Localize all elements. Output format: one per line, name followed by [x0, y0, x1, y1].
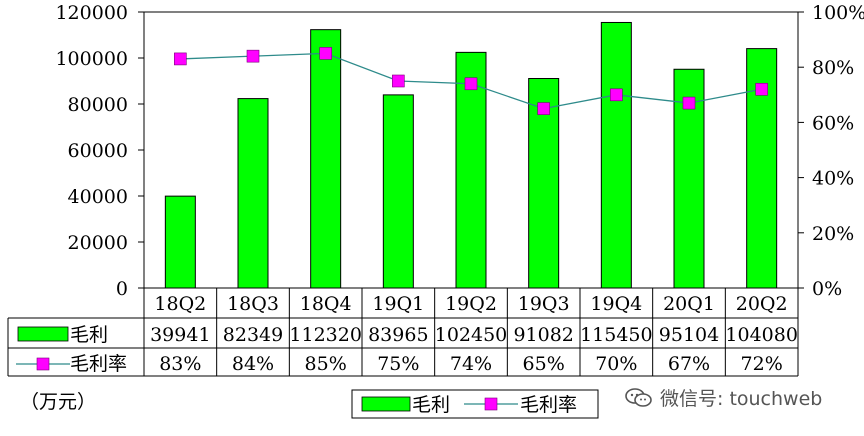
category-label: 19Q3 [518, 293, 570, 315]
y-left-tick-label: 120000 [55, 2, 128, 24]
legend-label: 毛利率 [520, 394, 577, 416]
category-label: 20Q2 [736, 293, 788, 315]
table-value: 95104 [659, 324, 719, 346]
y-left-tick-label: 20000 [68, 232, 128, 254]
y-left-tick-label: 40000 [68, 186, 128, 208]
table-row-label: 毛利 [70, 324, 108, 346]
table-value: 83965 [368, 324, 428, 346]
table-value: 115450 [580, 324, 653, 346]
rate-marker-19Q4 [610, 88, 623, 102]
table-value: 91082 [513, 324, 573, 346]
rate-marker-19Q2 [464, 77, 478, 91]
table-value: 74% [450, 353, 492, 375]
y-right-tick-label: 20% [812, 223, 854, 245]
rate-marker-18Q4 [319, 47, 332, 60]
table-value: 75% [377, 353, 419, 375]
bar-19Q4 [600, 21, 632, 289]
legend-marker-swatch [484, 397, 498, 411]
category-label: 18Q2 [154, 293, 206, 315]
table-row-label: 毛利率 [70, 353, 127, 375]
rate-marker-19Q3 [537, 102, 550, 115]
bar-18Q4 [310, 29, 342, 289]
rate-marker-19Q1 [392, 74, 405, 88]
y-right-tick-label: 80% [812, 57, 854, 79]
table-value: 83% [159, 353, 201, 375]
table-value: 102450 [435, 324, 508, 346]
table-value: 72% [741, 353, 783, 375]
bar-19Q2 [455, 51, 487, 289]
legend-bar-swatch [361, 396, 411, 412]
table-value: 84% [232, 353, 274, 375]
y-left-tick-label: 100000 [55, 48, 128, 70]
table-value: 67% [668, 353, 710, 375]
rate-marker-20Q2 [755, 82, 768, 96]
table-legend-bar-swatch [17, 326, 69, 342]
category-label: 18Q3 [227, 293, 279, 315]
category-label: 20Q1 [663, 293, 715, 315]
wechat-icon [625, 387, 652, 407]
table-value: 82349 [223, 324, 283, 346]
bar-19Q3 [528, 78, 560, 289]
y-left-tick-label: 80000 [68, 94, 128, 116]
bar-18Q2 [164, 195, 196, 289]
rate-marker-18Q3 [246, 49, 260, 63]
bar-18Q3 [237, 98, 269, 289]
category-label: 18Q4 [300, 293, 352, 315]
watermark-text: 微信号: touchweb [660, 388, 823, 410]
unit-label: （万元） [20, 391, 96, 413]
table-value: 39941 [150, 324, 210, 346]
legend-label: 毛利 [412, 394, 450, 416]
y-right-tick-label: 40% [812, 168, 854, 190]
y-right-tick-label: 60% [812, 112, 854, 134]
table-value: 112320 [289, 324, 362, 346]
y-left-tick-label: 60000 [68, 140, 128, 162]
table-value: 104080 [725, 324, 798, 346]
category-label: 19Q4 [590, 293, 642, 315]
y-right-tick-label: 100% [812, 2, 864, 24]
table-legend-marker-swatch [36, 357, 50, 371]
table-value: 85% [305, 353, 347, 375]
category-label: 19Q1 [372, 293, 424, 315]
y-right-tick-label: 0% [812, 278, 842, 300]
y-left-tick-label: 0 [116, 278, 128, 300]
table-value: 70% [595, 353, 637, 375]
rate-marker-20Q1 [682, 96, 696, 110]
category-label: 19Q2 [445, 293, 497, 315]
table-value: 65% [523, 353, 565, 375]
watermark: 微信号: touchweb [624, 384, 822, 411]
rate-marker-18Q2 [174, 52, 187, 66]
bar-19Q1 [382, 94, 414, 289]
